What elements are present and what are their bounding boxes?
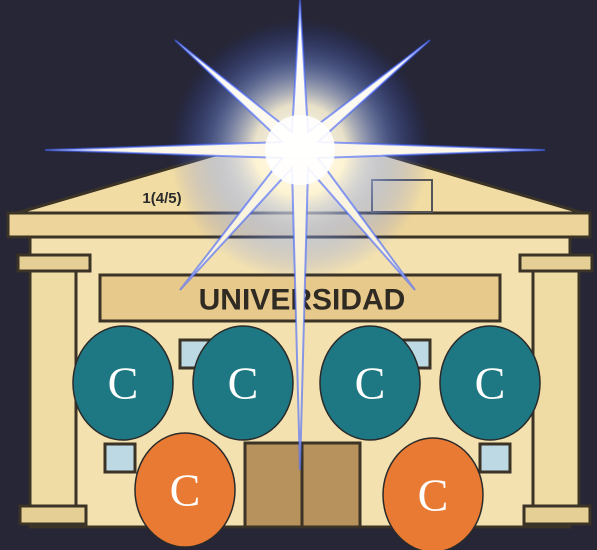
column-left	[30, 271, 76, 506]
token-label: C	[475, 358, 506, 409]
roof-label: 1(4/5)	[142, 190, 181, 207]
page: {"roof_label": "1(4/5)", "sign": "UNIVER…	[0, 0, 597, 550]
token-label: C	[355, 358, 386, 409]
window	[480, 444, 510, 472]
window	[105, 444, 135, 472]
star-core	[265, 115, 335, 185]
token-label: C	[228, 358, 259, 409]
base-right	[524, 506, 590, 524]
token-label: C	[108, 358, 139, 409]
base-left	[20, 506, 86, 524]
token-label: C	[170, 465, 201, 516]
capital-right	[520, 255, 592, 271]
capital-left	[18, 255, 90, 271]
scene: 1(4/5) UNIVERSIDAD CCCCCC	[0, 0, 597, 550]
token-label: C	[418, 470, 449, 521]
